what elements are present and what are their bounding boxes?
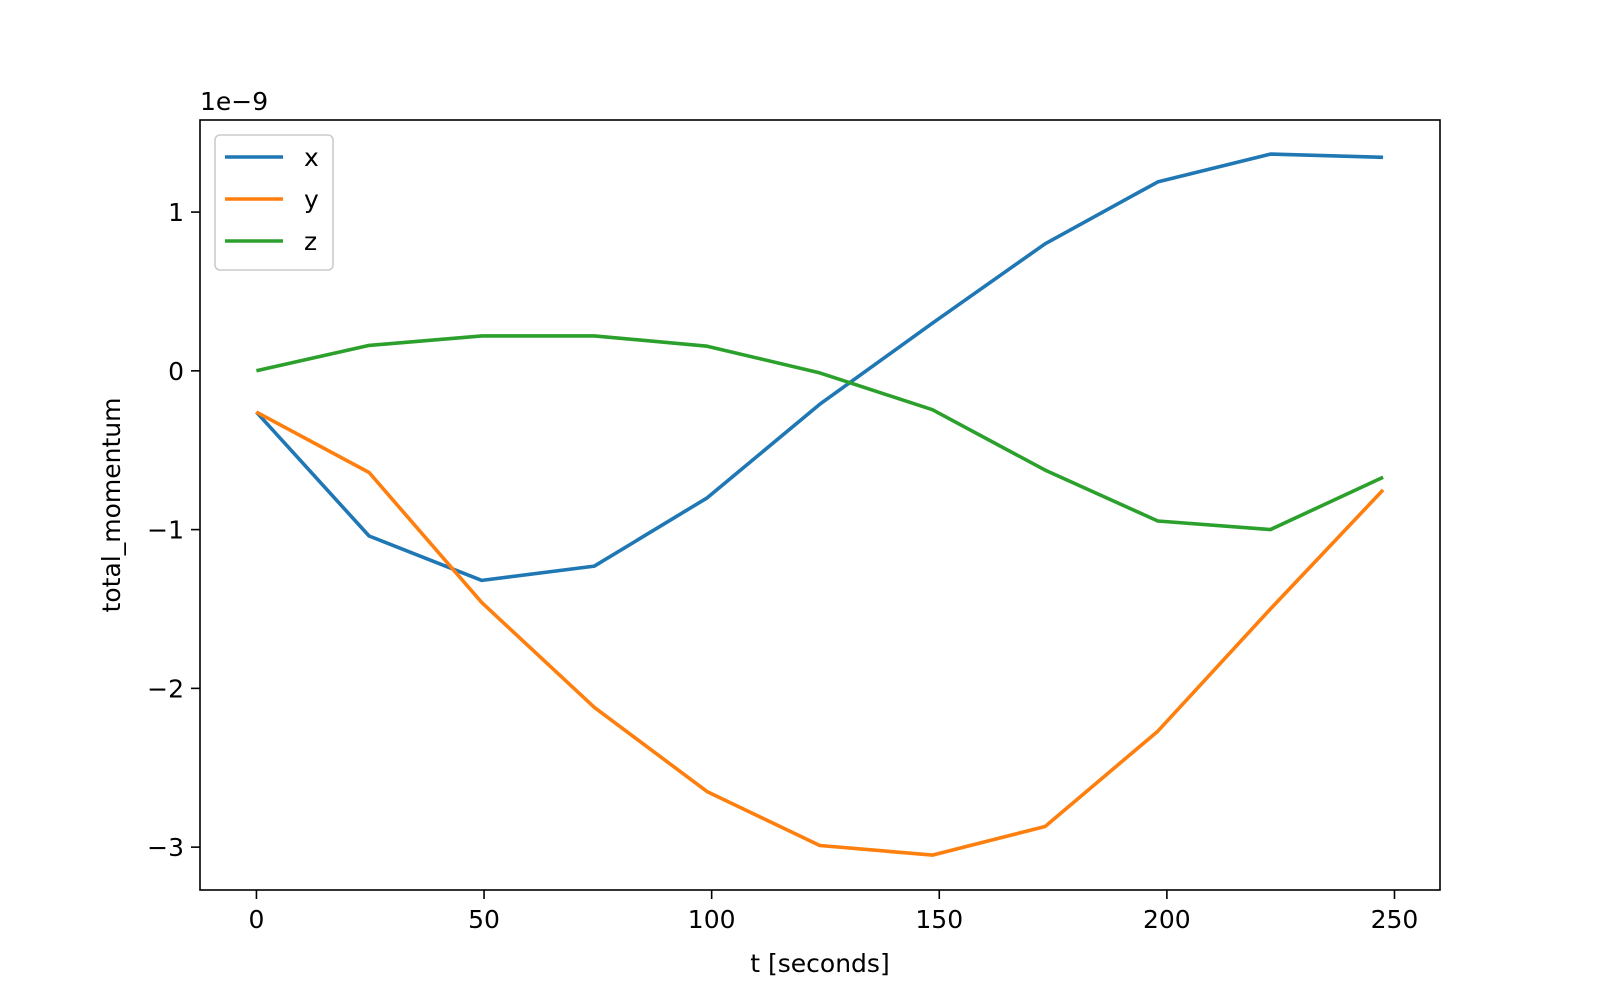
x-tick-label: 100: [688, 905, 736, 934]
x-tick-label: 200: [1143, 905, 1191, 934]
series-line-y: [255, 410, 1385, 857]
x-tick-label: 0: [248, 905, 264, 934]
series-line-z: [256, 334, 1384, 532]
y-tick-label: 1: [168, 198, 184, 227]
legend-label-x: x: [304, 143, 319, 172]
x-tick-label: 150: [915, 905, 963, 934]
legend: xyz: [214, 134, 334, 271]
series-line-x: [255, 152, 1384, 583]
legend-frame: [214, 134, 334, 271]
y-offset-label: 1e−9: [200, 87, 268, 116]
axes-frame: [199, 119, 1441, 891]
y-tick-label: −3: [147, 833, 184, 862]
y-tick-label: −1: [147, 516, 184, 545]
y-axis-label: total_momentum: [97, 398, 126, 613]
x-axis-ticks: 0 50 100 150 200 250: [248, 890, 1418, 934]
y-tick-label: 0: [168, 357, 184, 386]
x-tick-label: 50: [468, 905, 500, 934]
x-tick-label: 250: [1371, 905, 1419, 934]
x-axis-label: t [seconds]: [750, 949, 889, 978]
legend-label-y: y: [304, 185, 319, 214]
series-lines: [255, 152, 1385, 857]
legend-label-z: z: [304, 227, 317, 256]
y-axis-ticks: 1 0 −1 −2 −3: [147, 198, 200, 862]
y-tick-label: −2: [147, 674, 184, 703]
